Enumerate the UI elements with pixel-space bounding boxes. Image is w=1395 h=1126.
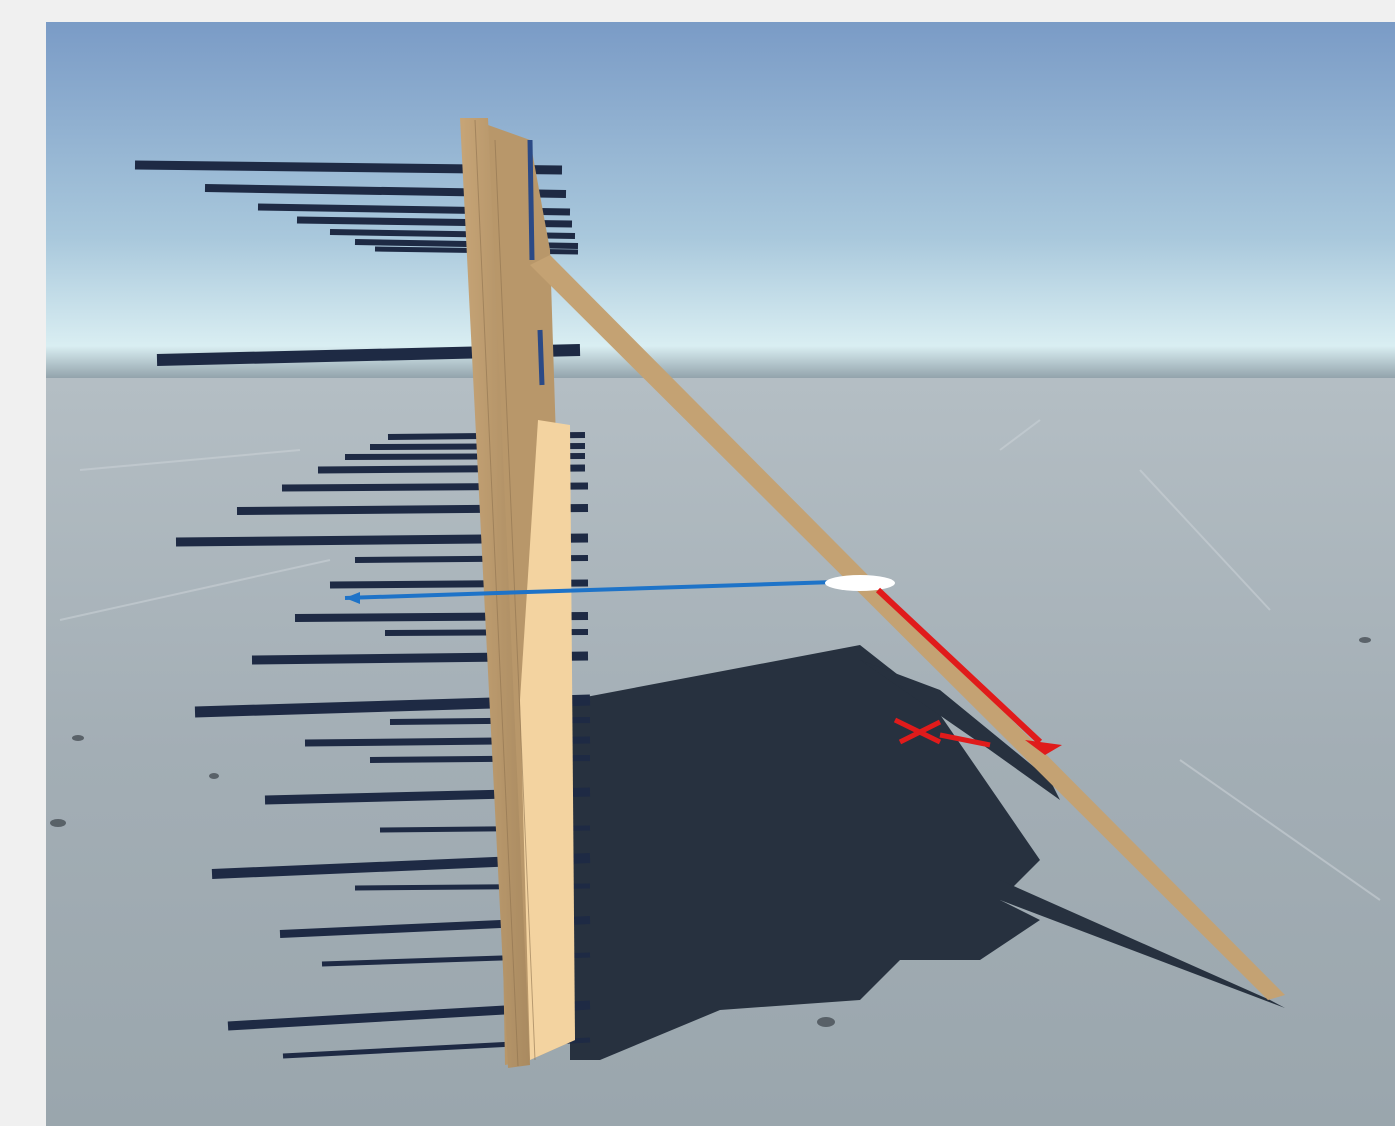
shadow <box>570 645 1040 1060</box>
gizmo-x-marker <box>893 717 991 748</box>
gizmo-x-axis <box>875 587 1043 745</box>
gizmo-z-axis <box>344 580 836 600</box>
gizmo-z-arrow <box>345 592 360 604</box>
gizmo-center <box>825 575 895 591</box>
brace-shadow <box>1000 880 1285 1008</box>
blue-rods-front <box>527 139 545 386</box>
ground-spots <box>50 637 1371 1027</box>
wall-panel <box>520 420 575 1060</box>
diagonal-brace <box>530 255 1285 1000</box>
ground-texture <box>59 419 1381 901</box>
gizmo-x-arrow <box>1025 740 1062 755</box>
sky <box>46 22 1395 382</box>
